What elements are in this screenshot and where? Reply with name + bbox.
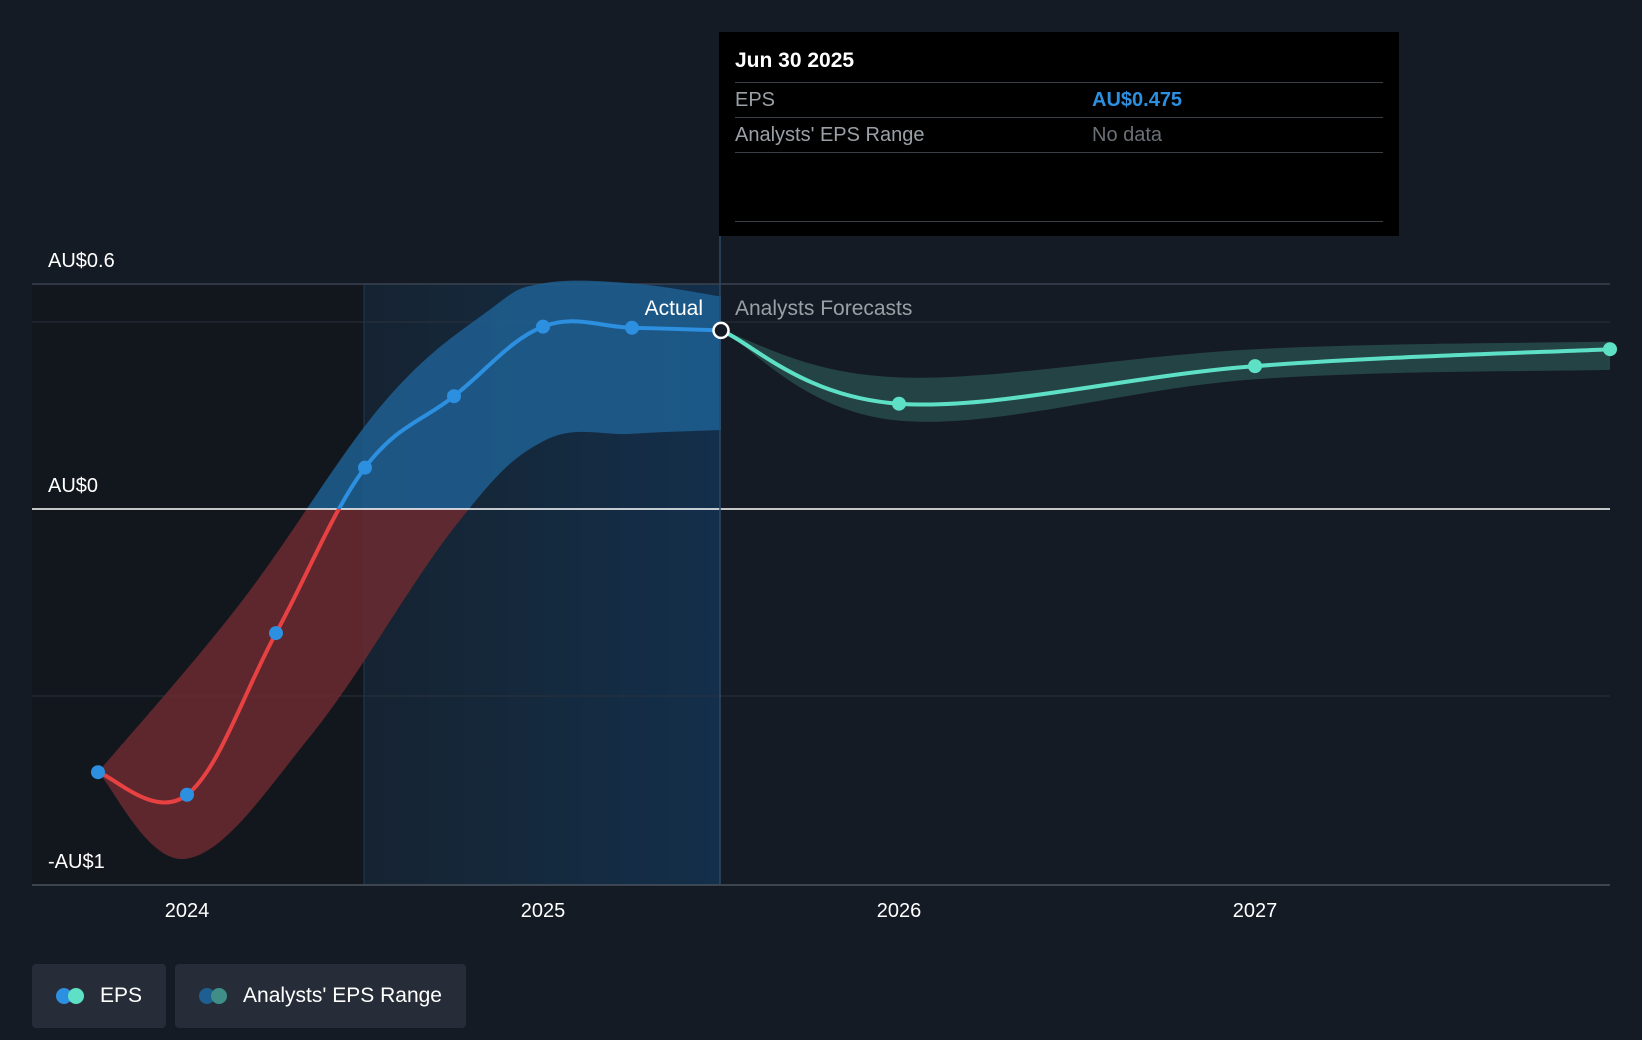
band-area-positive	[306, 280, 721, 509]
legend-item-range[interactable]: Analysts' EPS Range	[175, 964, 466, 1028]
eps-point-forecast[interactable]	[1603, 342, 1617, 357]
eps-point-actual[interactable]	[536, 319, 550, 334]
tooltip-row-range: Analysts' EPS Range No data	[735, 118, 1383, 153]
eps-point-highlighted[interactable]	[712, 321, 730, 340]
chart-legend: EPS Analysts' EPS Range	[32, 964, 466, 1028]
legend-range-dots-icon	[199, 987, 231, 1005]
tooltip-spacer	[735, 153, 1383, 222]
legend-eps-dots-icon	[56, 987, 88, 1005]
tooltip-date: Jun 30 2025	[735, 46, 1383, 83]
x-tick-label-2026: 2026	[877, 900, 922, 922]
y-tick-label-top: AU$0.6	[48, 250, 115, 272]
tooltip-eps-value: AU$0.475	[1092, 89, 1183, 111]
band-area-negative	[98, 509, 469, 859]
actual-band	[98, 280, 721, 859]
eps-point-forecast[interactable]	[892, 396, 906, 411]
y-tick-label-zero: AU$0	[48, 475, 98, 497]
eps-point-actual[interactable]	[447, 389, 461, 404]
eps-point-actual[interactable]	[625, 320, 639, 335]
legend-item-eps[interactable]: EPS	[32, 964, 167, 1028]
forecast-section-label: Analysts Forecasts	[735, 297, 912, 320]
data-tooltip: Jun 30 2025 EPS AU$0.475 Analysts' EPS R…	[719, 32, 1399, 236]
tooltip-range-value: No data	[1092, 124, 1163, 146]
forecast-eps-line	[719, 328, 1612, 407]
tooltip-eps-label: EPS	[735, 89, 776, 111]
eps-point-forecast[interactable]	[1248, 359, 1262, 374]
y-tick-label-bottom: -AU$1	[48, 851, 105, 873]
x-tick-label-2025: 2025	[521, 900, 566, 922]
x-tick-label-2027: 2027	[1233, 900, 1278, 922]
tooltip-row-eps: EPS AU$0.475	[735, 83, 1383, 118]
eps-line-negative	[96, 509, 342, 805]
eps-line-positive	[336, 319, 723, 509]
actual-section-label: Actual	[645, 297, 703, 320]
eps-point-actual[interactable]	[358, 460, 372, 475]
eps-points	[91, 319, 1617, 802]
legend-eps-label: EPS	[100, 984, 143, 1007]
eps-point-actual[interactable]	[269, 626, 283, 641]
eps-point-actual[interactable]	[91, 765, 105, 780]
eps-point-actual[interactable]	[180, 787, 194, 802]
legend-range-label: Analysts' EPS Range	[243, 984, 442, 1007]
tooltip-range-label: Analysts' EPS Range	[735, 124, 925, 146]
x-tick-label-2024: 2024	[165, 900, 210, 922]
